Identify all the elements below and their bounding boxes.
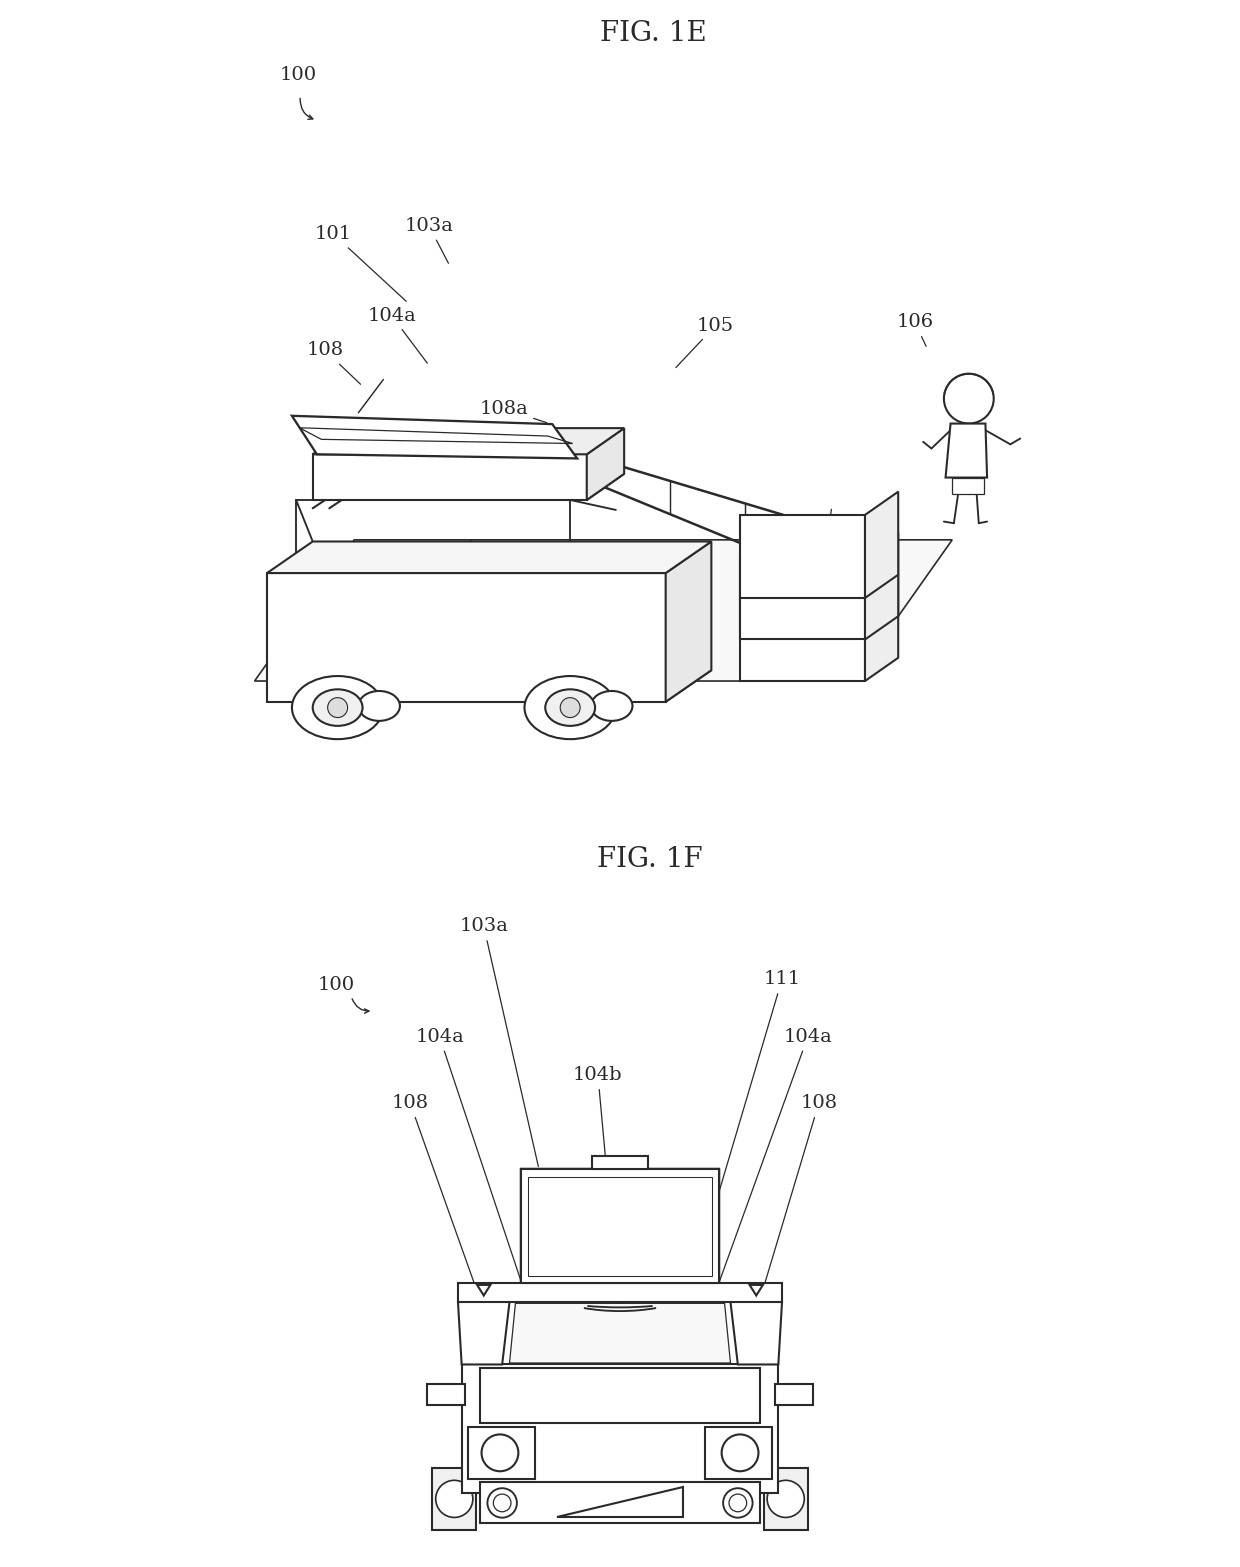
Text: 104a: 104a	[713, 1028, 832, 1299]
Polygon shape	[267, 574, 666, 702]
Polygon shape	[704, 1428, 773, 1479]
Polygon shape	[510, 1304, 730, 1363]
Ellipse shape	[312, 689, 362, 726]
Polygon shape	[558, 1487, 682, 1517]
Polygon shape	[312, 454, 587, 500]
Polygon shape	[312, 473, 624, 500]
Text: 108: 108	[392, 1094, 479, 1297]
Circle shape	[722, 1434, 759, 1471]
Text: 108: 108	[760, 1094, 837, 1297]
Text: FIG. 1F: FIG. 1F	[596, 846, 702, 873]
Polygon shape	[587, 428, 624, 500]
Ellipse shape	[591, 691, 632, 721]
Circle shape	[487, 1489, 517, 1518]
Ellipse shape	[525, 675, 616, 740]
Polygon shape	[458, 1283, 782, 1302]
Polygon shape	[480, 1482, 760, 1523]
Polygon shape	[952, 478, 983, 494]
Text: 108a: 108a	[480, 400, 547, 423]
Text: 103a: 103a	[459, 917, 538, 1166]
Circle shape	[435, 1481, 472, 1517]
FancyArrowPatch shape	[300, 99, 312, 119]
FancyArrowPatch shape	[352, 998, 370, 1014]
Polygon shape	[521, 1169, 719, 1283]
Polygon shape	[730, 1302, 782, 1365]
Circle shape	[560, 697, 580, 718]
Polygon shape	[480, 1368, 760, 1423]
Text: 106: 106	[897, 313, 934, 346]
Text: 103a: 103a	[404, 216, 454, 263]
Polygon shape	[477, 1285, 490, 1296]
Polygon shape	[866, 533, 898, 639]
Polygon shape	[740, 556, 866, 639]
Text: 104a: 104a	[415, 1028, 527, 1299]
Text: FIG. 1E: FIG. 1E	[600, 20, 707, 47]
Polygon shape	[312, 428, 624, 454]
Polygon shape	[740, 516, 866, 599]
Ellipse shape	[291, 675, 383, 740]
Polygon shape	[467, 1428, 536, 1479]
Circle shape	[768, 1481, 805, 1517]
Text: 104a: 104a	[367, 307, 428, 364]
Polygon shape	[433, 1468, 476, 1529]
Polygon shape	[427, 1384, 465, 1406]
Polygon shape	[254, 539, 952, 682]
Text: 105: 105	[676, 317, 734, 368]
Circle shape	[327, 697, 347, 718]
Polygon shape	[764, 1468, 807, 1529]
Polygon shape	[866, 492, 898, 599]
Polygon shape	[866, 575, 898, 682]
Text: 100: 100	[317, 976, 355, 993]
Circle shape	[944, 375, 993, 423]
Ellipse shape	[358, 691, 401, 721]
Polygon shape	[267, 542, 712, 574]
Text: 104b: 104b	[573, 1066, 622, 1313]
Circle shape	[481, 1434, 518, 1471]
Ellipse shape	[546, 689, 595, 726]
Text: 102: 102	[807, 509, 844, 558]
Text: 108: 108	[306, 342, 361, 384]
Polygon shape	[458, 1302, 510, 1365]
Polygon shape	[946, 423, 987, 478]
Polygon shape	[740, 599, 866, 682]
Polygon shape	[461, 1365, 779, 1493]
Polygon shape	[291, 415, 578, 459]
Polygon shape	[267, 671, 712, 702]
Polygon shape	[750, 1285, 763, 1296]
Polygon shape	[593, 1156, 647, 1169]
Polygon shape	[775, 1384, 813, 1406]
Text: 111: 111	[713, 970, 801, 1213]
Polygon shape	[666, 542, 712, 702]
Circle shape	[723, 1489, 753, 1518]
Text: 100: 100	[279, 66, 316, 83]
Text: 101: 101	[315, 226, 407, 301]
